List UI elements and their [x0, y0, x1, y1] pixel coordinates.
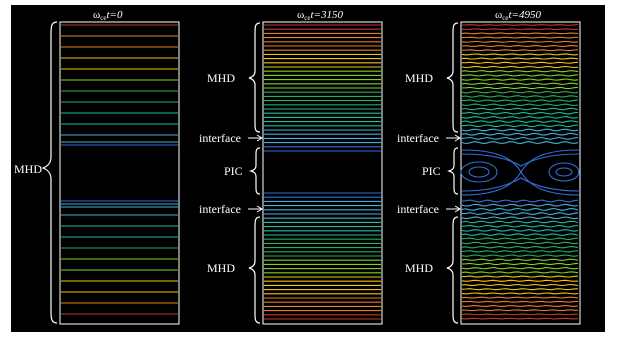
panel-3-bottom-mhd-brace: [446, 216, 459, 324]
panel-3-title: ωcet=4950: [495, 9, 541, 22]
panel-1-title: ωcet=0: [93, 9, 123, 22]
field-line: [461, 99, 579, 102]
field-line: [461, 177, 580, 192]
field-line: [461, 107, 579, 111]
field-line: [461, 233, 579, 236]
magnetic-island: [468, 166, 490, 178]
field-line: [461, 28, 579, 31]
magnetic-island: [548, 162, 580, 182]
field-line: [461, 203, 579, 207]
field-line: [461, 245, 579, 249]
field-line: [461, 300, 579, 303]
field-line: [461, 292, 579, 295]
field-line: [461, 132, 579, 136]
field-line: [461, 283, 579, 287]
panel-2-interface-bottom-label: interface: [199, 202, 241, 216]
field-line: [461, 241, 579, 245]
field-line: [461, 305, 579, 307]
field-line: [461, 40, 579, 43]
panel-2-title: ωcet=3150: [297, 9, 343, 22]
field-line: [461, 254, 579, 257]
field-line: [461, 128, 579, 132]
panel-2-frame: [262, 21, 383, 325]
simulation-figure: ωcet=0 ωcet=3150 ωcet=4950 MHD MHD inter…: [11, 5, 605, 332]
panel-3-interface-top-label: interface: [397, 131, 439, 145]
field-line: [461, 24, 579, 26]
field-line: [461, 309, 579, 312]
panel-1-mhd-label: MHD: [14, 162, 42, 176]
field-line: [461, 136, 579, 140]
field-line: [461, 36, 579, 39]
field-line: [461, 53, 579, 56]
field-line: [461, 296, 579, 299]
field-line: [461, 74, 579, 77]
field-line: [461, 61, 579, 64]
panel-3-top-mhd-label: MHD: [405, 71, 433, 85]
field-line: [461, 82, 579, 85]
field-line: [461, 65, 579, 69]
figure-canvas: ωcet=0 ωcet=3150 ωcet=4950 MHD MHD inter…: [14, 9, 581, 325]
field-line: [461, 49, 579, 52]
panel-3-pic-brace: [447, 147, 459, 195]
panel-1-mhd-brace: [41, 21, 58, 324]
field-line: [461, 288, 579, 291]
field-line: [461, 124, 579, 128]
field-line: [461, 229, 579, 232]
field-line: [461, 313, 579, 316]
panel-2-bottom-mhd-label: MHD: [207, 261, 235, 275]
field-line: [461, 220, 579, 224]
field-line: [461, 250, 579, 253]
field-line: [461, 32, 579, 35]
field-line: [461, 212, 579, 216]
field-line: [461, 237, 579, 241]
panel-1-field-lines: [61, 24, 178, 315]
field-line: [461, 95, 579, 98]
panel-2-pic-brace: [249, 147, 261, 195]
panel-3-bottom-mhd-label: MHD: [405, 261, 433, 275]
panel-3-interface-top-arrowhead: [454, 134, 461, 142]
panel-3-pic-label: PIC: [422, 164, 441, 178]
panel-2-interface-bottom-arrowhead: [256, 205, 263, 213]
field-line: [461, 103, 579, 107]
field-line: [461, 271, 579, 274]
field-line: [461, 224, 579, 228]
panel-2-field-lines: [264, 24, 381, 320]
field-line: [461, 120, 579, 123]
field-line: [461, 170, 580, 196]
panel-2-bottom-mhd-brace: [248, 216, 261, 324]
panel-3-top-mhd-brace: [446, 22, 459, 133]
field-line: [461, 90, 579, 94]
field-line: [461, 279, 579, 282]
field-line: [461, 216, 579, 220]
field-line: [461, 199, 579, 203]
field-line: [461, 267, 579, 270]
field-line: [461, 45, 579, 47]
field-line: [461, 153, 580, 167]
magnetic-island: [460, 161, 498, 183]
field-line: [461, 116, 579, 119]
field-line: [461, 141, 579, 145]
panel-3-interface-bottom-label: interface: [397, 202, 439, 216]
field-line: [461, 317, 579, 320]
field-line: [461, 111, 579, 115]
magnetic-island: [555, 167, 573, 177]
field-line: [461, 86, 579, 90]
panel-2-interface-top-arrowhead: [256, 134, 263, 142]
panel-2-interface-top-label: interface: [199, 131, 241, 145]
panel-1-frame: [59, 21, 180, 325]
field-line: [461, 275, 579, 278]
panel-2-top-mhd-brace: [248, 22, 261, 133]
field-line: [461, 78, 579, 81]
field-line: [461, 70, 579, 73]
panel-2-pic-label: PIC: [224, 164, 243, 178]
panel-2-top-mhd-label: MHD: [207, 71, 235, 85]
field-line: [461, 262, 579, 266]
panel-3-field-lines: [460, 24, 580, 320]
field-line: [461, 57, 579, 60]
field-line: [461, 207, 579, 211]
field-line: [461, 258, 579, 261]
panel-3-interface-bottom-arrowhead: [454, 205, 461, 213]
